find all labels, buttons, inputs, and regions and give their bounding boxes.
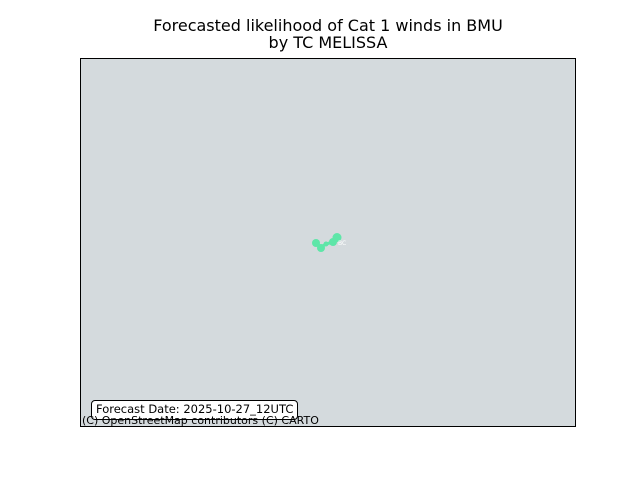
map-panel: BC — [80, 58, 576, 427]
title-line-2: by TC MELISSA — [268, 33, 388, 52]
island-chain — [314, 236, 339, 249]
map-canvas: BC — [312, 233, 346, 252]
title-line-1: Forecasted likelihood of Cat 1 winds in … — [153, 16, 503, 35]
chart-title: Forecasted likelihood of Cat 1 winds in … — [0, 17, 640, 51]
map-attribution: (C) OpenStreetMap contributors (C) CARTO — [82, 414, 319, 427]
forecast-date-label: Forecast Date: 2025-10-27_12UTC — [91, 400, 299, 420]
island-label: BC — [338, 240, 346, 247]
bermuda-islands — [312, 233, 342, 252]
